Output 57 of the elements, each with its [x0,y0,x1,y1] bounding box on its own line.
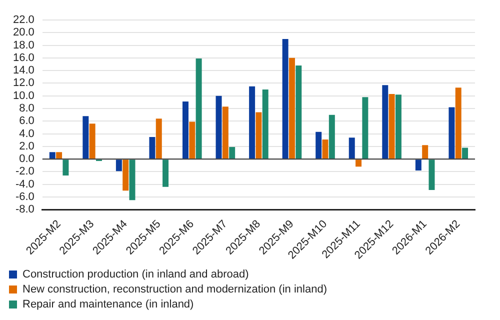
y-tick-label: 4.0 [19,128,34,140]
bar [362,97,368,159]
bar [316,132,322,159]
bar [422,145,428,159]
y-tick-label: 8.0 [19,102,34,115]
bar [356,160,362,167]
bar [322,139,328,159]
bar [229,147,236,159]
bar [62,160,69,176]
bar [49,152,56,159]
bar [448,107,455,159]
bar [382,85,388,159]
y-tick-label: 10.0 [12,90,34,102]
bar [415,160,422,170]
bar [116,160,122,172]
bar [288,58,295,159]
bar [428,160,435,190]
bar [189,122,196,159]
y-tick-label: -8.0 [15,204,34,216]
y-tick-label: 12.0 [12,77,34,90]
bar [162,160,169,187]
bar [388,94,395,159]
bar [328,114,335,159]
bar [348,138,355,159]
bar [249,86,256,159]
y-tick-label: 2.0 [19,140,34,152]
bar [462,148,468,159]
bar [196,58,202,159]
bar [262,90,268,159]
bar [282,38,288,159]
bar [129,160,136,200]
y-tick-label: 6.0 [19,115,34,128]
y-tick-label: 18.0 [12,39,34,52]
y-tick-label: -6.0 [15,191,34,204]
bar [89,124,96,159]
legend-label: Repair and maintenance (in inland) [22,298,194,311]
bar [395,94,402,159]
bar [216,96,222,159]
y-tick-label: 22.0 [12,14,34,26]
y-tick-label: 16.0 [12,52,34,64]
bar [455,88,462,159]
bar [149,136,156,159]
y-tick-label: 0.0 [19,153,34,166]
bar [222,106,228,159]
legend-label: Construction production (in inland and abroad) [22,268,249,281]
y-tick-label: -2.0 [15,166,34,178]
bar [296,66,302,159]
bar [122,160,129,191]
y-tick-label: -4.0 [15,178,34,190]
bar [256,112,262,159]
y-tick-label: 14.0 [12,64,34,77]
bar [82,116,89,159]
y-tick-label: 20.0 [12,26,34,39]
bar [56,152,62,159]
bar [182,102,188,159]
bar [156,118,162,159]
legend-label: New construction, reconstruction and modernization (in inland) [22,284,327,296]
